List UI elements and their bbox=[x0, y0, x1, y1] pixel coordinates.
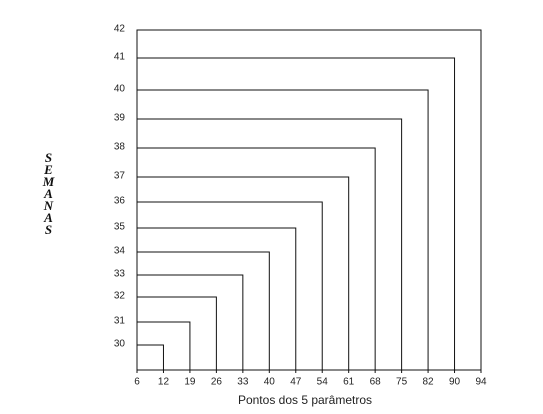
step-line bbox=[137, 118, 403, 370]
y-tick-label: 33 bbox=[114, 269, 126, 280]
y-tick-label: 40 bbox=[114, 84, 126, 95]
y-tick-label: 30 bbox=[114, 339, 126, 350]
y-tick-label: 42 bbox=[114, 24, 126, 35]
y-tick-label: 31 bbox=[114, 316, 126, 327]
x-tick-label: 94 bbox=[475, 377, 487, 388]
y-axis-label: SEMANAS bbox=[41, 150, 56, 234]
step-line bbox=[137, 89, 429, 370]
x-tick-label: 54 bbox=[317, 377, 329, 388]
y-tick-label: 39 bbox=[114, 113, 126, 124]
step-line bbox=[137, 344, 164, 370]
step-line bbox=[137, 227, 297, 370]
x-tick-label: 19 bbox=[184, 377, 196, 388]
x-tick-label: 47 bbox=[290, 377, 302, 388]
x-tick-label: 82 bbox=[423, 377, 435, 388]
x-tick-label: 75 bbox=[396, 377, 408, 388]
x-tick-label: 40 bbox=[264, 377, 276, 388]
x-tick-label: 12 bbox=[158, 377, 170, 388]
x-axis-label: Pontos dos 5 parâmetros bbox=[238, 393, 372, 407]
step-line bbox=[137, 274, 244, 370]
y-tick-label: 37 bbox=[114, 171, 126, 182]
y-tick-label: 32 bbox=[114, 291, 126, 302]
step-line bbox=[137, 29, 482, 370]
step-line bbox=[137, 321, 191, 370]
y-tick-label: 41 bbox=[114, 52, 126, 63]
x-tick-label: 33 bbox=[237, 377, 249, 388]
x-tick-label: 26 bbox=[211, 377, 223, 388]
step-line bbox=[137, 176, 350, 370]
y-tick-label: 35 bbox=[114, 222, 126, 233]
x-tick-label: 90 bbox=[449, 377, 461, 388]
x-tick-label: 6 bbox=[134, 377, 140, 388]
y-tick-label: 34 bbox=[114, 246, 126, 257]
step-line bbox=[137, 201, 323, 370]
x-tick-label: 61 bbox=[343, 377, 355, 388]
y-tick-label: 36 bbox=[114, 196, 126, 207]
step-line bbox=[137, 296, 217, 370]
step-line bbox=[137, 251, 270, 370]
step-line bbox=[137, 147, 376, 370]
x-tick-label: 68 bbox=[370, 377, 382, 388]
y-tick-label: 38 bbox=[114, 142, 126, 153]
frame bbox=[136, 29, 482, 371]
step-line bbox=[137, 57, 456, 370]
